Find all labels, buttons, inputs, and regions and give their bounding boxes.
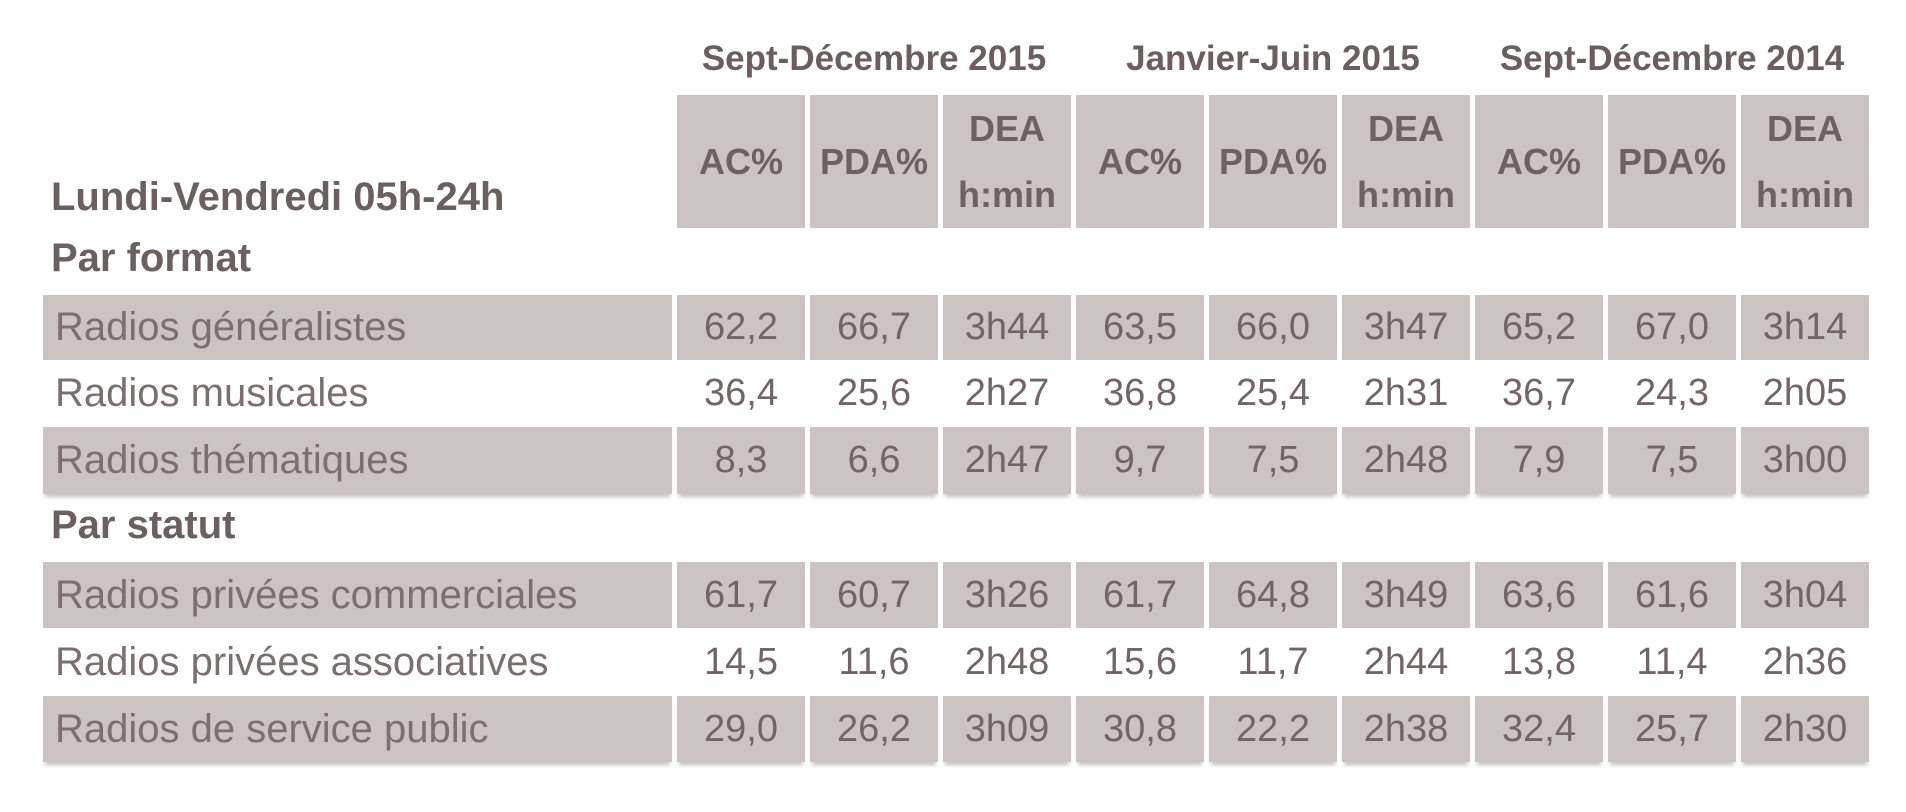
table-cell: 7,5	[1209, 427, 1337, 494]
table-cell: 25,4	[1236, 372, 1310, 414]
table-cell: 61,7	[677, 562, 805, 628]
table-cell: 2h05	[1762, 372, 1848, 414]
table-cell: 62,2	[677, 295, 805, 360]
col-header-dea-3: DEA h:min	[1741, 95, 1869, 228]
table-cell: 8,3	[677, 427, 805, 494]
dea-label: DEA	[968, 107, 1045, 149]
table-cell: 3h44	[943, 295, 1071, 360]
table-cell: 65,2	[1475, 295, 1603, 360]
col-header-pda-3: PDA%	[1608, 95, 1736, 228]
col-header-ac-1: AC%	[677, 95, 805, 228]
table-cell: 2h48	[1342, 427, 1470, 494]
col-header-pda-1: PDA%	[810, 95, 938, 228]
row-label-radios-thematiques: Radios thématiques	[43, 427, 672, 494]
table-cell: 7,9	[1475, 427, 1603, 494]
table-cell: 11,7	[1237, 640, 1309, 683]
table-cell: 63,5	[1076, 295, 1204, 360]
table-cell: 2h38	[1342, 696, 1470, 762]
table-cell: 3h26	[943, 562, 1071, 628]
table-cell: 15,6	[1103, 640, 1177, 683]
table-cell: 3h14	[1741, 295, 1869, 360]
row-label-radios-privees-associatives: Radios privées associatives	[55, 639, 549, 684]
table-cell: 9,7	[1076, 427, 1204, 494]
table-cell: 22,2	[1209, 696, 1337, 762]
period-header-sept-decembre-2014: Sept-Décembre 2014	[1499, 39, 1845, 78]
col-header-ac-2: AC%	[1076, 95, 1204, 228]
table-cell: 61,7	[1076, 562, 1204, 628]
table-cell: 2h31	[1363, 372, 1449, 414]
table-cell: 11,6	[838, 640, 910, 683]
table-cell: 29,0	[677, 696, 805, 762]
table-cell: 61,6	[1608, 562, 1736, 628]
table-cell: 66,7	[810, 295, 938, 360]
col-header-pda-2: PDA%	[1209, 95, 1337, 228]
period-header-sept-decembre-2015: Sept-Décembre 2015	[701, 39, 1047, 78]
table-cell: 26,2	[810, 696, 938, 762]
table-cell: 3h09	[943, 696, 1071, 762]
dea-label: DEA	[1766, 107, 1843, 149]
table-cell: 36,4	[704, 372, 778, 414]
table-cell: 30,8	[1076, 696, 1204, 762]
section-title-par-format: Par format	[51, 236, 252, 280]
table-cell: 36,7	[1502, 372, 1576, 414]
row-label-radios-de-service-public: Radios de service public	[43, 696, 672, 762]
table-cell: 66,0	[1209, 295, 1337, 360]
table-cell: 64,8	[1209, 562, 1337, 628]
dea-unit: h:min	[958, 173, 1056, 215]
table-cell: 3h47	[1342, 295, 1470, 360]
table-title-dayrange: Lundi-Vendredi 05h-24h	[51, 175, 505, 219]
table-cell: 11,4	[1636, 640, 1708, 683]
table-cell: 2h30	[1741, 696, 1869, 762]
row-label-radios-privees-commerciales: Radios privées commerciales	[43, 562, 672, 628]
dea-label: DEA	[1367, 107, 1444, 149]
table-cell: 2h48	[964, 640, 1050, 683]
table-cell: 2h47	[943, 427, 1071, 494]
table-cell: 7,5	[1608, 427, 1736, 494]
table-cell: 2h27	[964, 372, 1050, 414]
table-cell: 36,8	[1103, 372, 1177, 414]
row-label-radios-musicales: Radios musicales	[55, 371, 369, 415]
table-cell: 2h36	[1762, 640, 1848, 683]
col-header-dea-1: DEA h:min	[943, 95, 1071, 228]
radio-audience-table: Sept-Décembre 2015 Janvier-Juin 2015 Sep…	[43, 30, 1869, 762]
col-header-ac-3: AC%	[1475, 95, 1603, 228]
table-cell: 2h44	[1363, 640, 1449, 683]
table-cell: 13,8	[1502, 640, 1576, 683]
section-title-par-statut: Par statut	[51, 503, 236, 547]
table-cell: 3h00	[1741, 427, 1869, 494]
row-label-radios-generalistes: Radios généralistes	[43, 295, 672, 360]
table-cell: 14,5	[704, 640, 778, 683]
table-cell: 67,0	[1608, 295, 1736, 360]
col-header-dea-2: DEA h:min	[1342, 95, 1470, 228]
period-header-janvier-juin-2015: Janvier-Juin 2015	[1126, 39, 1420, 78]
dea-unit: h:min	[1357, 173, 1455, 215]
table-cell: 6,6	[810, 427, 938, 494]
table-cell: 24,3	[1635, 372, 1709, 414]
table-cell: 3h04	[1741, 562, 1869, 628]
table-cell: 60,7	[810, 562, 938, 628]
table-cell: 25,7	[1608, 696, 1736, 762]
table-cell: 25,6	[837, 372, 911, 414]
dea-unit: h:min	[1756, 173, 1854, 215]
table-cell: 63,6	[1475, 562, 1603, 628]
table-cell: 3h49	[1342, 562, 1470, 628]
table-cell: 32,4	[1475, 696, 1603, 762]
